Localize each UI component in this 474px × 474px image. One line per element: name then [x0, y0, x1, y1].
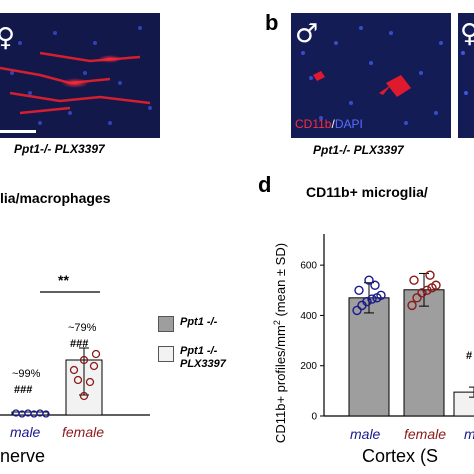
bar-male-d: [348, 297, 390, 417]
y-tick-label-0: 0: [311, 412, 317, 423]
chart-c: [0, 291, 150, 418]
caption-a: Ppt1-/- PLX3397: [14, 142, 105, 156]
female-percent: ~79%: [68, 322, 97, 334]
stain-label-dapi: DAPI: [334, 117, 363, 131]
points-female-c: [69, 349, 101, 401]
point-male-d: [352, 305, 362, 316]
panel-letter-b: b: [265, 10, 279, 35]
point-female-d: [417, 288, 427, 298]
scale-bar: [0, 130, 36, 133]
micrograph-b2: ♀: [458, 13, 474, 138]
caption-b: Ppt1-/- PLX3397: [313, 143, 404, 157]
legend-swatch-ppt1-plx: [158, 346, 174, 362]
y-axis-label-sup: 2: [271, 320, 282, 326]
x-label-male-c: male: [10, 424, 41, 440]
chart-d: 0 200 400 600: [300, 234, 474, 423]
point-female-d: [431, 280, 441, 290]
panel-letter-d: d: [258, 172, 272, 197]
point-female-d: [407, 300, 417, 311]
y-tick-label-600: 600: [300, 261, 317, 272]
male-hash: ###: [14, 384, 33, 396]
legend-label-ppt1-plx-1: Ppt1 -/-: [180, 345, 218, 357]
x-group-d: Cortex (S: [362, 446, 439, 466]
x-label-male-d: male: [350, 426, 381, 442]
point-female-d: [409, 275, 419, 285]
micrograph-b1: ♂ CD11b/DAPI: [291, 13, 451, 138]
micrograph-a-image: [0, 13, 160, 138]
bar-female-d: [403, 289, 445, 417]
female-symbol-2: ♀: [460, 19, 474, 49]
title-c: lia/macrophages: [0, 190, 111, 206]
male-symbol: ♂: [295, 19, 319, 49]
point-male-d: [376, 290, 386, 301]
y-tick-label-400: 400: [300, 311, 317, 322]
title-d: CD11b+ microglia/: [306, 184, 428, 200]
point-female-d: [412, 293, 422, 303]
point-male-d: [370, 280, 380, 290]
female-symbol: ♀: [0, 23, 16, 53]
point-male-d: [364, 275, 374, 285]
stain-label-cd11b: CD11b: [295, 117, 332, 131]
stain-label-slash: /: [331, 117, 335, 131]
points-male-c: [12, 409, 50, 418]
point-male-d: [367, 294, 377, 304]
legend-label-ppt1-plx-2: PLX3397: [180, 358, 226, 370]
male-percent: ~99%: [12, 368, 41, 380]
female-hash: ###: [70, 338, 89, 350]
point-female-d: [425, 270, 435, 280]
x-label-female-c: female: [62, 424, 105, 440]
x-label-female-d: female: [404, 426, 447, 442]
micrograph-b1-image: [291, 13, 451, 138]
bar-m-d: [453, 391, 474, 417]
micrograph-a: ♀: [0, 13, 160, 138]
x-group-c: nerve: [0, 446, 46, 466]
point-female-d: [422, 285, 432, 295]
y-tick-label-200: 200: [300, 361, 317, 372]
point-male-d: [362, 296, 372, 307]
legend-label-ppt1: Ppt1 -/-: [180, 316, 218, 328]
legend-swatch-ppt1: [158, 316, 174, 332]
partial-hash-d: #: [466, 350, 473, 362]
micrograph-b2-image: [458, 13, 474, 138]
point-male-d: [354, 285, 364, 295]
significance-stars: **: [58, 272, 69, 288]
stain-label: CD11b/DAPI: [295, 117, 363, 131]
x-label-partial-d: m: [464, 426, 474, 442]
